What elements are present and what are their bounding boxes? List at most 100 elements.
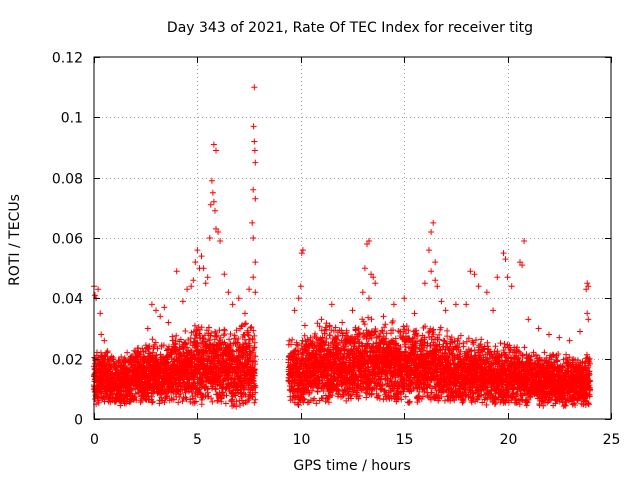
data-point: [249, 336, 256, 343]
data-point: [251, 366, 258, 373]
data-point: [182, 328, 189, 334]
data-point: [131, 394, 138, 400]
data-point: [187, 398, 194, 405]
data-point: [110, 354, 117, 361]
data-point: [241, 321, 248, 328]
data-point: [238, 323, 245, 330]
data-point: [193, 398, 199, 405]
data-point: [246, 351, 253, 358]
data-point: [222, 376, 228, 383]
data-point: [289, 336, 296, 343]
data-point: [250, 378, 257, 385]
data-point: [128, 387, 135, 394]
data-point: [294, 401, 301, 408]
data-point: [234, 339, 241, 346]
data-point: [184, 344, 190, 351]
data-points: [90, 84, 594, 410]
data-point: [138, 397, 145, 404]
data-point: [250, 357, 257, 364]
data-point: [299, 337, 306, 344]
data-point: [300, 395, 307, 402]
data-point: [250, 327, 257, 334]
data-point: [162, 389, 169, 396]
data-point: [118, 353, 125, 360]
data-point: [220, 389, 226, 396]
data-point: [235, 335, 242, 342]
data-point: [160, 342, 167, 349]
data-point: [250, 349, 257, 356]
data-point: [175, 399, 182, 406]
data-point: [158, 394, 165, 401]
data-point: [146, 343, 153, 350]
data-point: [204, 386, 211, 393]
data-point: [233, 398, 240, 405]
data-point: [152, 339, 159, 346]
data-point: [223, 392, 230, 399]
data-point: [137, 399, 144, 406]
data-point: [226, 370, 232, 377]
data-point: [295, 402, 302, 408]
data-point: [191, 399, 198, 406]
data-point: [208, 395, 215, 402]
data-point: [205, 336, 212, 343]
data-point: [239, 322, 246, 329]
data-point: [242, 320, 249, 327]
data-point: [249, 393, 256, 400]
data-point: [111, 360, 117, 367]
data-point: [252, 361, 259, 368]
data-point: [161, 399, 168, 406]
data-point: [199, 396, 205, 403]
data-point: [200, 335, 207, 342]
data-point: [164, 392, 171, 399]
data-point: [205, 324, 212, 331]
data-point: [246, 342, 253, 349]
data-point: [252, 389, 259, 396]
data-point: [180, 346, 187, 353]
data-point: [149, 399, 155, 406]
data-point: [205, 354, 212, 361]
data-point: [293, 341, 300, 348]
data-point: [198, 324, 205, 331]
data-point: [213, 333, 220, 340]
data-point: [177, 336, 184, 343]
data-point: [194, 343, 201, 350]
data-point: [176, 344, 183, 351]
data-point: [252, 353, 259, 360]
data-point: [233, 403, 240, 410]
data-point: [239, 397, 246, 404]
data-point: [286, 337, 293, 344]
data-point: [288, 341, 294, 348]
data-point: [216, 327, 223, 334]
data-point: [204, 389, 211, 396]
data-point: [117, 402, 124, 409]
data-point: [226, 336, 233, 343]
data-point: [149, 398, 156, 405]
data-point: [221, 327, 228, 334]
data-point: [149, 336, 156, 343]
data-point: [191, 322, 198, 329]
data-point: [251, 372, 258, 379]
data-point: [247, 354, 254, 361]
data-point: [248, 324, 255, 330]
data-point: [128, 386, 135, 393]
data-point: [237, 402, 243, 409]
data-point: [251, 339, 258, 346]
data-point: [154, 345, 161, 352]
data-point: [145, 346, 152, 353]
data-point: [173, 332, 180, 339]
data-point: [222, 400, 229, 407]
data-point: [295, 350, 302, 357]
data-point: [252, 384, 259, 391]
data-point: [201, 332, 208, 339]
data-point: [145, 392, 152, 399]
data-point: [95, 399, 102, 406]
data-point: [217, 334, 224, 341]
data-point: [139, 345, 146, 352]
data-point: [102, 353, 109, 359]
grid-lines: [94, 57, 611, 419]
data-point: [197, 390, 204, 397]
data-point: [149, 349, 156, 356]
data-point: [214, 397, 221, 404]
